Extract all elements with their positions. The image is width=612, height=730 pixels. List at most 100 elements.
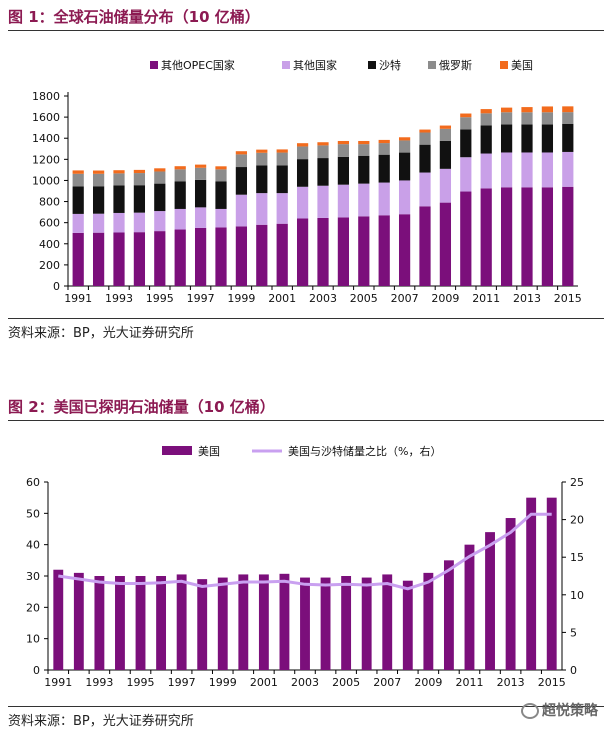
bar-2005-s3 [358,144,370,156]
x-tick-label: 2001 [268,292,296,305]
bar-2007-s3 [398,140,411,153]
bar-1997-s1 [194,207,207,228]
bar-2000-s4 [256,149,268,153]
bar-2014-s1 [541,152,554,188]
legend-label-1: 其他国家 [293,58,337,72]
wechat-icon [521,703,539,719]
bar-2013-s0 [521,187,533,286]
bar-1992 [73,572,84,670]
x-tick-label: 2005 [350,292,378,305]
bar-2011-s0 [480,188,492,286]
bar-2002-s3 [296,146,309,160]
x-tick-label: 1997 [168,676,196,689]
bar-2010-s4 [460,113,472,118]
bar-2012-s3 [500,112,513,125]
bar-2000-s1 [256,193,268,225]
bar-2002-s2 [296,159,309,187]
bar-2008-s4 [419,129,431,133]
bar-2004-s3 [337,144,350,157]
bar-1997-s3 [194,167,207,180]
bar-2009-s1 [439,168,452,203]
bar-1998-s4 [215,166,227,170]
bar-2008-s3 [419,132,431,145]
bar-1995-s2 [154,183,166,212]
x-tick-label: 2009 [431,292,459,305]
y2-tick-label: 20 [570,514,584,527]
y2-tick-label: 25 [570,476,584,489]
bar-2001-s0 [276,223,288,286]
x-tick-label: 2007 [391,292,419,305]
bar-2005 [341,576,352,670]
x-tick-label: 1991 [44,676,72,689]
legend-swatch-3 [428,61,436,69]
bar-1993-s1 [113,212,125,233]
bar-1992-s3 [92,173,105,187]
y-tick-label: 800 [39,196,60,209]
bar-2015 [546,497,557,670]
legend-swatch-bar [162,446,192,455]
bar-2009 [423,572,434,670]
x-tick-label: 2015 [554,292,582,305]
y-tick-label: 0 [53,280,60,293]
bar-2004-s0 [337,217,350,286]
x-tick-label: 1993 [105,292,133,305]
bar-2005-s4 [358,140,370,145]
x-tick-label: 1999 [227,292,255,305]
x-tick-label: 2001 [250,676,278,689]
bar-1999-s1 [235,194,248,227]
bar-2014-s4 [541,106,554,113]
bar-2011-s2 [480,125,492,154]
bar-2003-s2 [317,158,329,186]
bar-2010-s0 [460,191,472,286]
bar-1996-s1 [174,208,186,230]
bar-1999 [217,577,228,670]
bar-2007 [382,574,393,670]
legend-swatch-1 [282,61,290,69]
y2-tick-label: 0 [570,664,577,677]
bar-2003-s1 [317,185,329,218]
bar-1996 [156,576,167,670]
y-tick-label: 60 [26,476,40,489]
y-tick-label: 1800 [32,90,60,103]
legend-label-2: 沙特 [379,58,401,72]
bar-2010-s1 [460,157,472,192]
bar-2001-s3 [276,152,288,166]
bar-2001 [258,574,269,670]
x-tick-label: 2003 [309,292,337,305]
y-tick-label: 30 [26,570,40,583]
bar-2014-s0 [541,187,554,286]
bar-1996-s3 [174,169,186,182]
bar-2013-s4 [521,107,533,113]
bar-1999-s0 [235,226,248,286]
bar-2006-s3 [378,143,390,155]
ratio-line [58,512,552,591]
bar-2012-s4 [500,107,513,113]
bar-2000 [238,574,249,670]
x-tick-label: 2003 [291,676,319,689]
bar-2015-s4 [562,106,574,113]
x-tick-label: 2005 [332,676,360,689]
bar-2008-s2 [419,144,431,173]
legend-swatch-2 [368,61,376,69]
bar-2008 [402,580,413,670]
x-tick-label: 2007 [373,676,401,689]
bar-1991-s1 [72,213,84,233]
y2-tick-label: 5 [570,626,577,639]
bar-1998 [197,579,208,670]
y-tick-label: 600 [39,217,60,230]
y2-tick-label: 15 [570,551,584,564]
bar-2013-s3 [521,112,533,125]
bar-2012-s1 [500,152,513,188]
bar-2000-s2 [256,165,268,194]
chart1-title: 图 1：全球石油储量分布（10 亿桶） [8,8,260,26]
bar-1993-s3 [113,173,125,186]
bar-2006-s2 [378,154,390,183]
bar-1997 [176,574,187,670]
bar-2007-s2 [398,152,411,181]
bar-2010-s2 [460,129,472,158]
bar-2014-s2 [541,124,554,153]
y-tick-label: 1200 [32,153,60,166]
bar-2009-s3 [439,128,452,141]
chart2: 美国 美国与沙特储量之比（%，右） 0 10 20 30 40 50 60 0 5 10 15 20 25 1… [26,444,584,689]
bar-2015-s0 [562,186,574,286]
